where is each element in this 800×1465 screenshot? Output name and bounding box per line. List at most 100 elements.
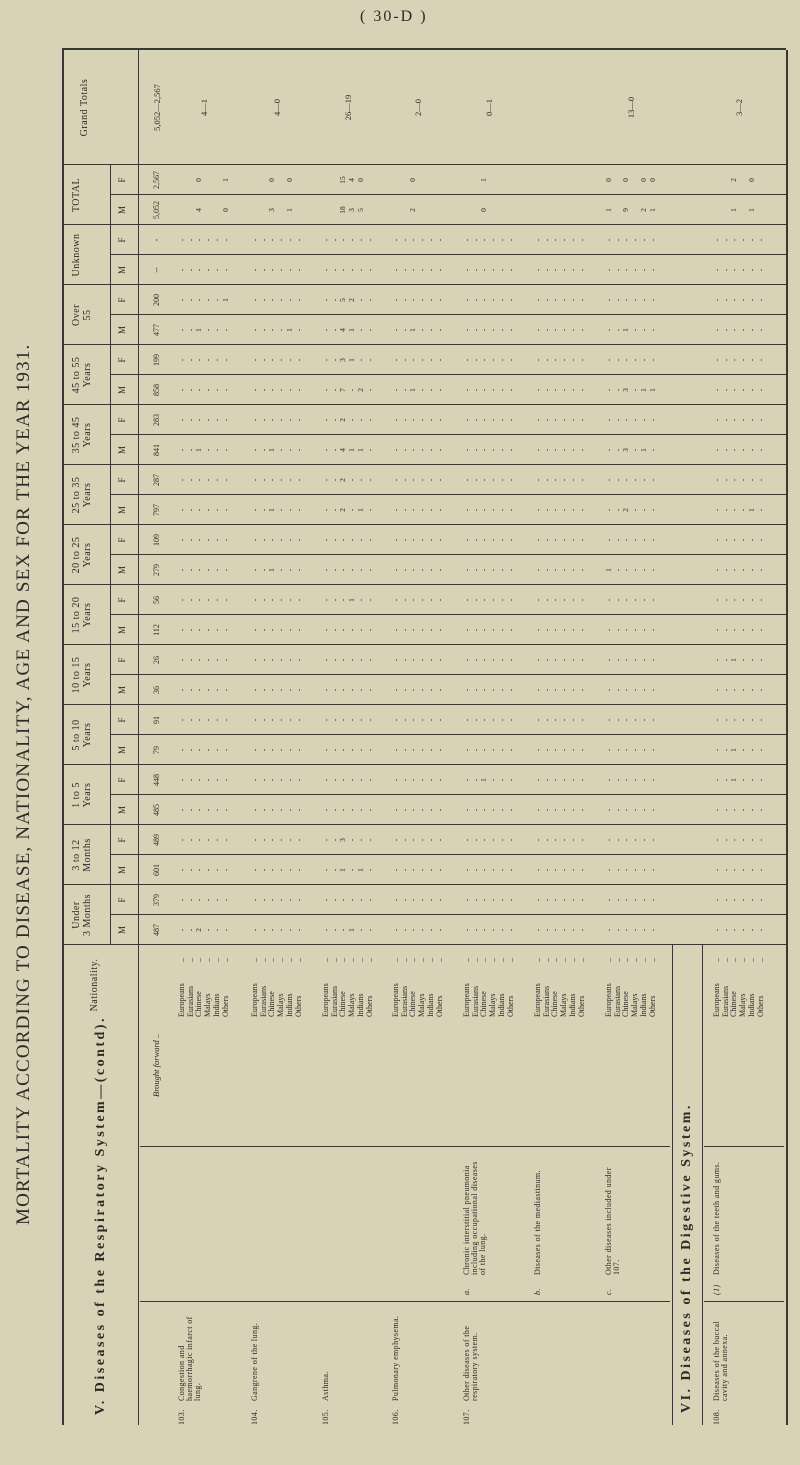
table-cell: - [185, 328, 195, 332]
table-cell: - [462, 778, 471, 782]
table-cell: - [250, 328, 259, 332]
table-cell: - [488, 748, 498, 752]
table-cell: - [364, 238, 374, 242]
table-cell: - [267, 748, 277, 752]
table-cell: - [712, 778, 721, 782]
table-cell: - [470, 328, 480, 332]
table-cell: - [505, 598, 515, 602]
table-cell: - [621, 238, 631, 242]
table-cell: - [541, 478, 551, 482]
table-cell: - [738, 388, 748, 392]
table-cell: - [604, 778, 613, 782]
table-cell: - [541, 238, 551, 242]
table-cell: - [425, 928, 435, 932]
table-cell: - [408, 448, 418, 452]
table-cell: - [559, 868, 569, 872]
table-cell: - [321, 778, 330, 782]
table-cell: - [211, 418, 221, 422]
table-cell: - [276, 448, 286, 452]
table-cell: - [612, 808, 622, 812]
table-cell: - [211, 238, 221, 242]
sex-header-F: F [117, 777, 127, 783]
table-cell: - [576, 688, 586, 692]
table-cell: - [755, 508, 765, 512]
table-cell: - [284, 898, 294, 902]
table-cell: - [505, 928, 515, 932]
table-cell: - [203, 838, 213, 842]
table-cell: - [567, 808, 577, 812]
sex-header-divider [110, 525, 111, 585]
table-cell: - [408, 268, 418, 272]
table-cell: - [250, 238, 259, 242]
table-cell: - [488, 418, 498, 422]
table-cell: - [612, 268, 622, 272]
table-cell: - [647, 928, 657, 932]
table-cell: - [470, 358, 480, 362]
table-cell: - [462, 898, 471, 902]
grand-total-value: 2—0 [412, 99, 423, 116]
table-cell: - [203, 628, 213, 632]
table-cell: - [729, 928, 739, 932]
table-cell: - [729, 418, 739, 422]
table-cell: - [755, 748, 765, 752]
table-cell: - [720, 478, 730, 482]
age-group-header-unknown: Unknown [71, 233, 82, 277]
table-cell: - [284, 268, 294, 272]
table-cell: - [755, 238, 765, 242]
sex-header-divider [110, 825, 111, 885]
table-cell: - [576, 928, 586, 932]
table-cell: 1 [355, 868, 365, 872]
table-cell: - [284, 358, 294, 362]
table-cell: - [417, 748, 427, 752]
leader-dots: .. [488, 958, 498, 962]
table-cell: - [638, 778, 648, 782]
table-cell: - [738, 298, 748, 302]
table-cell: - [488, 718, 498, 722]
table-cell: - [621, 628, 631, 632]
table-cell: - [347, 508, 357, 512]
disease-number: 104. [250, 1409, 259, 1425]
table-cell: - [194, 748, 204, 752]
table-cell: - [550, 388, 560, 392]
table-cell: - [559, 238, 569, 242]
table-cell: - [347, 568, 357, 572]
table-cell: - [496, 598, 506, 602]
table-cell: - [559, 568, 569, 572]
table-cell: - [399, 418, 409, 422]
table-cell: - [630, 658, 640, 662]
table-cell: - [250, 898, 259, 902]
table-cell: - [425, 628, 435, 632]
sex-header-divider [110, 405, 111, 465]
table-cell: - [738, 838, 748, 842]
table-cell: - [391, 928, 400, 932]
table-cell: - [267, 598, 277, 602]
table-cell: - [604, 358, 613, 362]
table-cell: - [567, 388, 577, 392]
disease-name: Gangrene of the lung. [250, 1322, 259, 1401]
table-cell: - [746, 448, 756, 452]
leader-dots: .. [250, 958, 259, 962]
table-cell: - [470, 658, 480, 662]
leader-dots: .. [755, 958, 765, 962]
table-cell: - [347, 718, 357, 722]
table-cell: 1 [267, 448, 277, 452]
table-cell: - [462, 448, 471, 452]
table-cell: - [425, 688, 435, 692]
table-cell: - [755, 298, 765, 302]
table-cell: - [462, 388, 471, 392]
table-cell: - [738, 538, 748, 542]
table-cell: - [479, 388, 489, 392]
table-cell: - [647, 808, 657, 812]
table-cell: - [505, 298, 515, 302]
table-cell: - [284, 508, 294, 512]
table-cell: - [638, 688, 648, 692]
table-cell: 0 [220, 208, 230, 212]
table-cell: - [738, 418, 748, 422]
table-cell: - [329, 478, 339, 482]
table-cell: - [462, 838, 471, 842]
table-cell: - [496, 268, 506, 272]
table-cell: - [434, 898, 444, 902]
table-cell: - [355, 358, 365, 362]
table-cell: - [250, 478, 259, 482]
brought-forward-y1_5-F: 448 [152, 774, 161, 786]
